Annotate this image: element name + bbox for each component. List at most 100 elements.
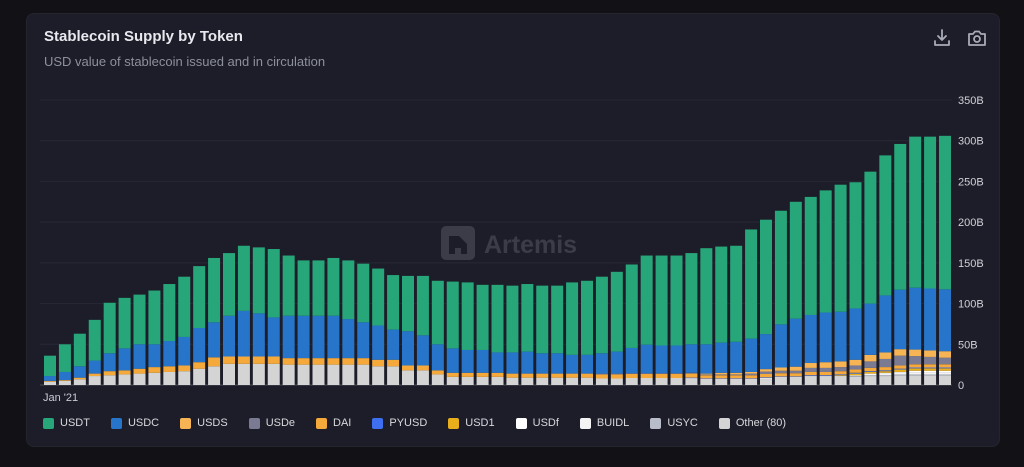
bar-segment-usds[interactable]: [864, 354, 877, 362]
bar-segment-usd1[interactable]: [849, 373, 862, 376]
bar-segment-buidl[interactable]: [924, 372, 937, 375]
bar-segment-dai[interactable]: [327, 358, 340, 365]
bar-segment-usde[interactable]: [715, 374, 728, 376]
bar-segment-usds[interactable]: [804, 363, 817, 368]
bar-stack[interactable]: [178, 276, 191, 385]
bar-segment-dai[interactable]: [58, 380, 71, 381]
bar-segment-usdc[interactable]: [282, 315, 295, 359]
bar-segment-dai[interactable]: [745, 375, 758, 379]
bar-segment-usdt[interactable]: [774, 210, 787, 325]
bar-segment-usde[interactable]: [760, 371, 772, 375]
bar-segment-other-80[interactable]: [625, 378, 638, 385]
bar-segment-usyc[interactable]: [864, 375, 877, 377]
bar-segment-pyusd[interactable]: [849, 372, 862, 374]
bar-segment-buidl[interactable]: [804, 376, 817, 377]
bar-segment-buidl[interactable]: [730, 378, 743, 380]
bar-segment-usdt[interactable]: [730, 245, 743, 342]
bar-segment-dai[interactable]: [148, 367, 161, 373]
bar-stack[interactable]: [252, 247, 265, 385]
bar-segment-other-80[interactable]: [491, 376, 504, 385]
bar-stack[interactable]: [730, 245, 743, 385]
bar-segment-usdt[interactable]: [118, 297, 131, 349]
bar-segment-usde[interactable]: [804, 367, 817, 372]
bar-segment-usdt[interactable]: [431, 280, 444, 345]
bar-stack[interactable]: [745, 229, 758, 385]
bar-segment-usds[interactable]: [789, 366, 802, 371]
bar-segment-usdt[interactable]: [715, 246, 728, 343]
bar-segment-usdt[interactable]: [193, 266, 206, 328]
bar-segment-buidl[interactable]: [760, 377, 772, 379]
bar-segment-usdt[interactable]: [402, 275, 414, 332]
bar-stack[interactable]: [193, 266, 206, 385]
bar-segment-usds[interactable]: [939, 351, 951, 358]
bar-segment-usde[interactable]: [625, 373, 638, 375]
bar-stack[interactable]: [581, 280, 593, 385]
bar-segment-usdc[interactable]: [178, 336, 191, 366]
bar-segment-usd1[interactable]: [939, 368, 951, 371]
bar-segment-buidl[interactable]: [640, 378, 653, 379]
bar-segment-usde[interactable]: [640, 373, 653, 375]
bar-segment-usdc[interactable]: [461, 349, 474, 373]
bar-segment-usdt[interactable]: [282, 255, 295, 316]
bar-segment-dai[interactable]: [685, 373, 698, 378]
bar-segment-other-80[interactable]: [446, 376, 459, 385]
bar-segment-other-80[interactable]: [789, 377, 802, 385]
bar-segment-usde[interactable]: [685, 372, 698, 374]
bar-segment-dai[interactable]: [924, 364, 937, 368]
bar-segment-usdc[interactable]: [789, 318, 802, 367]
bar-segment-usdt[interactable]: [834, 184, 847, 312]
bar-segment-dai[interactable]: [506, 373, 519, 378]
bar-segment-usde[interactable]: [655, 373, 668, 375]
bar-segment-usds[interactable]: [819, 362, 832, 368]
bar-segment-dai[interactable]: [640, 374, 653, 379]
bar-segment-dai[interactable]: [551, 373, 564, 378]
bar-stack[interactable]: [491, 284, 504, 385]
bar-segment-buidl[interactable]: [939, 372, 951, 375]
bar-segment-other-80[interactable]: [148, 372, 161, 385]
bar-segment-buidl[interactable]: [655, 378, 668, 379]
bar-segment-dai[interactable]: [297, 358, 310, 365]
bar-segment-dai[interactable]: [416, 365, 429, 371]
bar-segment-buidl[interactable]: [834, 376, 847, 377]
bar-segment-dai[interactable]: [864, 367, 877, 372]
bar-segment-other-80[interactable]: [416, 370, 429, 385]
bar-segment-other-80[interactable]: [193, 368, 206, 385]
bar-stack[interactable]: [402, 275, 414, 385]
bar-segment-pyusd[interactable]: [924, 367, 937, 369]
bar-stack[interactable]: [909, 136, 922, 385]
bar-stack[interactable]: [924, 136, 937, 385]
bar-segment-buidl[interactable]: [894, 372, 907, 375]
bar-segment-other-80[interactable]: [252, 363, 265, 385]
bar-segment-usdc[interactable]: [506, 352, 519, 374]
bar-segment-dai[interactable]: [491, 372, 504, 377]
bar-segment-other-80[interactable]: [372, 366, 385, 385]
bar-stack[interactable]: [148, 290, 161, 385]
bar-segment-dai[interactable]: [610, 374, 623, 379]
bar-segment-usdt[interactable]: [551, 285, 564, 354]
bar-segment-other-80[interactable]: [342, 364, 355, 385]
bar-stack[interactable]: [655, 255, 668, 385]
bar-stack[interactable]: [939, 135, 951, 385]
bar-segment-dai[interactable]: [312, 358, 325, 365]
bar-segment-usyc[interactable]: [939, 374, 951, 376]
bar-segment-usdt[interactable]: [163, 284, 176, 342]
bar-segment-buidl[interactable]: [700, 378, 713, 380]
bar-segment-other-80[interactable]: [44, 381, 56, 385]
bar-segment-other-80[interactable]: [536, 377, 549, 385]
bar-segment-dai[interactable]: [819, 371, 832, 376]
bar-segment-dai[interactable]: [461, 372, 474, 377]
bar-segment-other-80[interactable]: [431, 374, 444, 385]
bar-segment-usds[interactable]: [849, 359, 862, 366]
bar-segment-usdt[interactable]: [655, 255, 668, 346]
bar-segment-usdc[interactable]: [625, 347, 638, 374]
bar-segment-usdc[interactable]: [715, 342, 728, 373]
bar-stack[interactable]: [670, 255, 683, 385]
bar-segment-usdc[interactable]: [566, 354, 579, 374]
bar-segment-pyusd[interactable]: [730, 378, 743, 379]
bar-segment-other-80[interactable]: [581, 377, 593, 385]
bar-segment-other-80[interactable]: [223, 363, 235, 385]
bar-segment-other-80[interactable]: [297, 364, 310, 385]
bar-segment-other-80[interactable]: [178, 371, 191, 385]
bar-segment-buidl[interactable]: [849, 375, 862, 377]
bar-stack[interactable]: [312, 260, 325, 385]
